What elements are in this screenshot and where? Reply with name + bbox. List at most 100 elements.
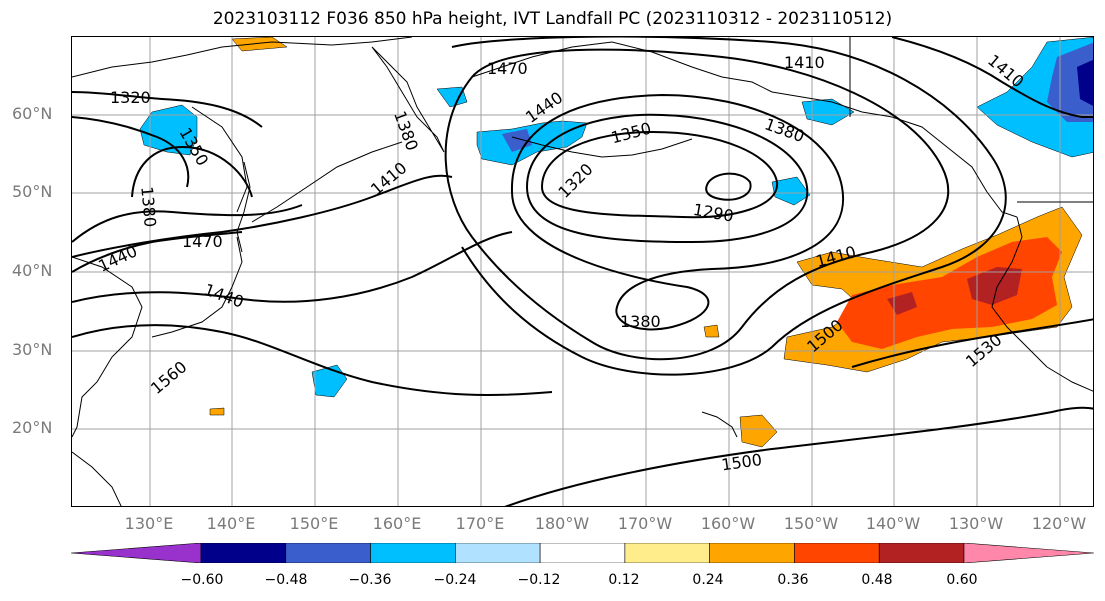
- lat-label-60n: 60°N: [12, 104, 53, 123]
- coast-siberia: [72, 37, 413, 78]
- colorbar-tick-label: 0.24: [692, 572, 724, 588]
- colorbar-swatch: [963, 543, 1094, 563]
- lon-label-150w: 150°W: [783, 514, 839, 533]
- colorbar-swatch: [709, 543, 795, 563]
- colorbar-tick-label: −0.36: [348, 572, 392, 588]
- lon-label-140w: 140°W: [865, 514, 921, 533]
- contour-1410: [444, 48, 950, 361]
- coast-alaska-south: [771, 91, 988, 193]
- coast-us-west: [991, 216, 1048, 368]
- shade-alaska-dark: [1047, 42, 1093, 122]
- ivt-shading: [139, 37, 1093, 448]
- colorbar-swatch: [624, 543, 710, 563]
- graticule: [72, 37, 1093, 506]
- colorbar-tick-label: −0.48: [264, 572, 308, 588]
- contour-label: 1410: [784, 53, 825, 72]
- hawaii: [701, 411, 738, 438]
- colorbar: [71, 543, 1094, 563]
- shade-orange-small-1: [231, 37, 288, 52]
- coast-alaska-west: [471, 41, 773, 93]
- colorbar-swatch: [200, 543, 287, 563]
- colorbar-swatch: [878, 543, 965, 563]
- contour-1410-alaska: [891, 37, 1093, 118]
- colorbar-tick-label: 0.36: [777, 572, 809, 588]
- lon-label-160e: 160°E: [372, 514, 422, 533]
- contour-label: 1470: [182, 232, 223, 251]
- coast-islands-south: [72, 451, 122, 506]
- coast-sakhalin: [236, 161, 251, 253]
- colorbar-swatch: [455, 543, 541, 563]
- lon-label-140e: 140°E: [206, 514, 256, 533]
- contour-label: 1380: [137, 186, 159, 228]
- lat-label-20n: 20°N: [12, 418, 53, 437]
- shade-okhotsk-blue: [139, 104, 198, 156]
- contour-1440: [451, 37, 1007, 376]
- contour-label: 1500: [720, 450, 763, 474]
- contour-label: 1440: [522, 88, 566, 127]
- lat-label-40n: 40°N: [12, 261, 53, 280]
- map-title: 2023103112 F036 850 hPa height, IVT Land…: [212, 9, 893, 29]
- contour-1350-west: [72, 116, 190, 188]
- colorbar-tick-label: −0.60: [180, 572, 224, 588]
- contour-label: 1560: [147, 357, 190, 398]
- contour-1560: [72, 324, 553, 396]
- shade-orange-small-3: [703, 324, 720, 338]
- contour-1290: [705, 172, 752, 201]
- contour-label: 1440: [202, 280, 247, 312]
- shade-kamchatka-blue: [436, 86, 468, 108]
- contour-1530: [72, 231, 513, 303]
- contour-label: 1320: [110, 88, 151, 107]
- lon-label-160w: 160°W: [700, 514, 756, 533]
- lon-label-130e: 130°E: [124, 514, 174, 533]
- contour-1470: [72, 174, 453, 258]
- contour-1500-south: [504, 406, 1093, 506]
- colorbar-swatch: [539, 543, 626, 563]
- lon-label-170e: 170°E: [455, 514, 505, 533]
- contour-1500: [72, 204, 303, 243]
- contour-1320-west: [72, 91, 263, 128]
- contour-label: 1380: [620, 312, 661, 331]
- contour-1350: [525, 113, 809, 244]
- colorbar-tick-label: 0.60: [946, 572, 978, 588]
- coast-bc: [986, 191, 1018, 218]
- lon-label-180w: 180°W: [534, 514, 590, 533]
- shade-ar-red: [837, 237, 1062, 349]
- shade-orange-small-2: [209, 407, 225, 416]
- contour-1530-east: [851, 318, 1093, 368]
- contour-1380-west: [131, 145, 253, 198]
- lon-label-150e: 150°E: [289, 514, 339, 533]
- contour-label: 1470: [487, 59, 528, 78]
- shade-bering-blue: [476, 120, 588, 166]
- coast-kurils: [251, 141, 403, 223]
- colorbar-tick-label: 0.12: [608, 572, 640, 588]
- map-canvas: 1320 1350 1380 1410 1440 1470 1410 1380 …: [72, 37, 1093, 506]
- colorbar-tick-label: −0.12: [517, 572, 561, 588]
- colorbar-swatch: [794, 543, 880, 563]
- lat-label-50n: 50°N: [12, 182, 53, 201]
- colorbar-swatch: [285, 543, 371, 563]
- contour-label: 1320: [554, 160, 596, 202]
- coast-mexico: [1046, 366, 1093, 392]
- shade-alaska-darkest: [1077, 59, 1093, 106]
- lon-label-120w: 120°W: [1031, 514, 1087, 533]
- coast-japan: [151, 236, 243, 338]
- contour-1440-west: [72, 231, 243, 273]
- lon-label-130w: 130°W: [948, 514, 1004, 533]
- coast-korea-china: [72, 256, 143, 438]
- contour-1320: [540, 130, 779, 219]
- height-contours: [72, 37, 1093, 506]
- colorbar-tick-label: 0.48: [861, 572, 893, 588]
- lon-label-170w: 170°W: [617, 514, 673, 533]
- shade-hawaii-orange: [739, 414, 778, 448]
- contour-1380: [510, 93, 845, 331]
- coast-okhotsk: [191, 106, 248, 213]
- contour-label: 1350: [609, 118, 653, 147]
- shade-ar-darkred: [967, 267, 1022, 305]
- colorbar-tick-label: −0.24: [433, 572, 477, 588]
- shade-gulf-blue: [801, 98, 855, 126]
- colorbar-swatch: [370, 543, 456, 563]
- map-panel: 1320 1350 1380 1410 1440 1470 1410 1380 …: [71, 36, 1094, 507]
- colorbar-swatch: [71, 543, 202, 563]
- coast-aleutians: [511, 136, 693, 158]
- coastlines: [72, 37, 1093, 506]
